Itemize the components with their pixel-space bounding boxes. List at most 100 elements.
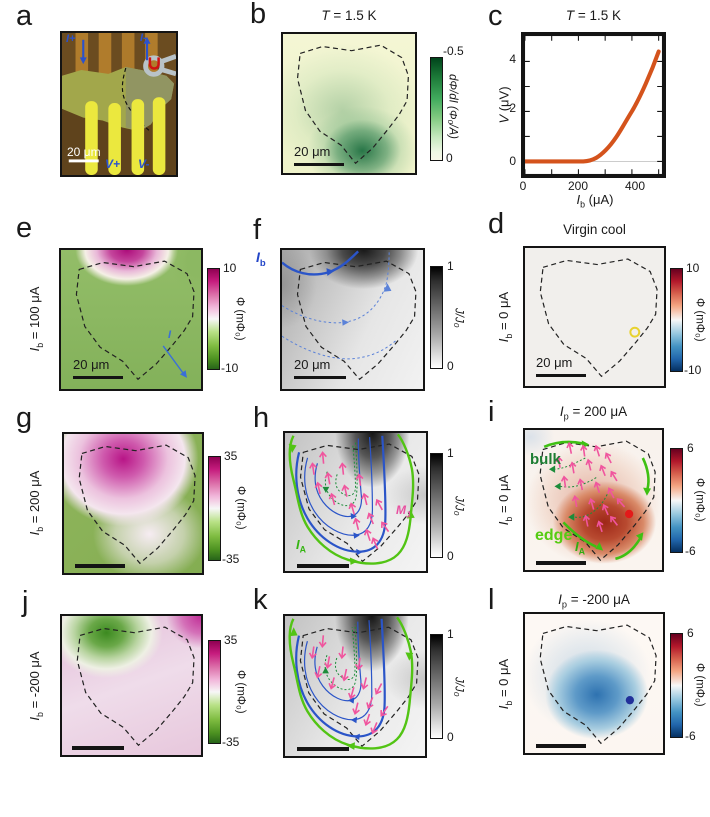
magnetization-arrows [554, 441, 628, 534]
colorbar-h-min: 0 [447, 549, 454, 563]
bulk-current-arcs [554, 458, 607, 517]
colorbar-l-max: 6 [687, 626, 694, 640]
i-plus-label: I+ [66, 33, 76, 45]
scale-bar-j [72, 746, 124, 750]
panel-i-row-label: Ib = 0 μA [496, 474, 514, 526]
current-arrows [79, 36, 151, 65]
panel-l-title: Ip = -200 μA [558, 592, 630, 610]
panel-i-ia-label: IA [575, 539, 586, 557]
ytick-4: 4 [509, 52, 516, 66]
scale-bar-k [297, 747, 349, 751]
panel-k-letter: k [253, 584, 268, 616]
panel-a-letter: a [16, 0, 33, 32]
edge-arrowhead-bottom [595, 542, 604, 551]
colorbar-e-label: Φ (mΦ₀) [233, 297, 246, 341]
colorbar-f-max: 1 [447, 259, 454, 273]
panel-c-xlabel: Ib (μA) [576, 192, 614, 210]
pinned-flux-dot [625, 509, 634, 519]
panel-i-letter: i [488, 396, 495, 428]
colorbar-j [208, 640, 221, 744]
panel-b-image [281, 32, 417, 175]
pinned-flux-dot [625, 696, 635, 705]
flake-outline [79, 445, 195, 563]
panel-f-letter: f [253, 214, 262, 246]
colorbar-h [430, 453, 443, 558]
flake-outline [540, 625, 656, 743]
panel-i-edge-label: edge [535, 527, 573, 544]
colorbar-l-label: Φ (mΦ₀) [693, 663, 706, 707]
colorbar-g-label: Φ (mΦ₀) [234, 486, 247, 530]
scale-bar-f [294, 376, 346, 379]
blue-streamlines [296, 436, 385, 556]
panel-i-title: Ip = 200 μA [559, 404, 628, 422]
colorbar-i [670, 448, 683, 553]
colorbar-g-max: 35 [224, 449, 238, 463]
colorbar-f-min: 0 [447, 359, 454, 373]
bulk-flow-arrowhead [322, 486, 330, 494]
flake-outline [540, 259, 657, 376]
v-minus-label: V- [138, 157, 150, 171]
colorbar-j-max: 35 [224, 633, 238, 647]
scale-bar-l [536, 744, 586, 748]
colorbar-f [430, 266, 443, 369]
panel-e-arrow-label: I [168, 329, 172, 341]
panel-j-letter: j [22, 586, 29, 618]
edge-arrowhead-right [643, 487, 652, 496]
bulk-flow-arrowhead [322, 667, 329, 674]
edge-current-arrows [544, 442, 648, 559]
colorbar-d-label: Φ (mΦ₀) [693, 298, 706, 342]
panel-f-ib-label: Ib [256, 249, 266, 269]
panel-l-image [523, 612, 665, 755]
scale-text-d: 20 μm [536, 355, 573, 370]
colorbar-e-min: -10 [221, 361, 239, 375]
iv-curve [523, 49, 661, 164]
colorbar-d-min: -10 [684, 363, 702, 377]
i-minus-label: I- [140, 32, 147, 44]
panel-b-letter: b [250, 0, 267, 30]
flake-outline [301, 444, 419, 561]
colorbar-i-min: -6 [685, 544, 696, 558]
colorbar-i-max: 6 [687, 441, 694, 455]
colorbar-k-label: J/J₀ [452, 677, 465, 697]
xtick-200: 200 [567, 179, 589, 193]
xtick-0: 0 [519, 179, 527, 193]
panel-a-image [60, 31, 178, 177]
device-optical-micrograph [62, 33, 176, 175]
squid-sensor [143, 54, 176, 77]
scale-bar-d [536, 374, 586, 377]
bulk-arrowhead-2 [554, 482, 561, 491]
scale-bar [68, 159, 99, 163]
panel-e-letter: e [16, 212, 33, 244]
edge-current-loop [289, 434, 415, 565]
panel-i-image [523, 428, 664, 572]
colorbar-g-min: -35 [222, 552, 240, 566]
panel-g-letter: g [16, 402, 33, 434]
scale-text-f: 20 μm [294, 357, 331, 372]
colorbar-d [670, 268, 683, 372]
scale-text-a: 20 μm [67, 145, 101, 159]
bottom-electrodes [85, 97, 166, 175]
colorbar-k-max: 1 [447, 627, 454, 641]
iv-plot [521, 32, 666, 178]
colorbar-k-min: 0 [447, 730, 454, 744]
colorbar-l-min: -6 [685, 729, 696, 743]
colorbar-g [208, 456, 221, 561]
panel-h-image [283, 431, 428, 573]
panel-l-row-label: Ib = 0 μA [496, 658, 514, 710]
flake-outline [298, 261, 416, 379]
ytick-2: 2 [509, 101, 516, 115]
axis-ticks [524, 35, 663, 175]
edge-current-loop [290, 617, 414, 749]
blue-streamlines [296, 619, 385, 741]
panel-c-letter: c [488, 0, 503, 32]
return-streamlines [282, 250, 396, 359]
axes-frame [523, 34, 664, 176]
panel-h-ia-label: IA [296, 537, 307, 555]
colorbar-j-min: -35 [222, 735, 240, 749]
panel-l-letter: l [488, 584, 495, 616]
scale-bar-i [536, 561, 586, 565]
panel-i-bulk-label: bulk [530, 451, 561, 468]
bulk-arrowhead-3 [568, 513, 575, 521]
panel-d-letter: d [488, 208, 505, 240]
